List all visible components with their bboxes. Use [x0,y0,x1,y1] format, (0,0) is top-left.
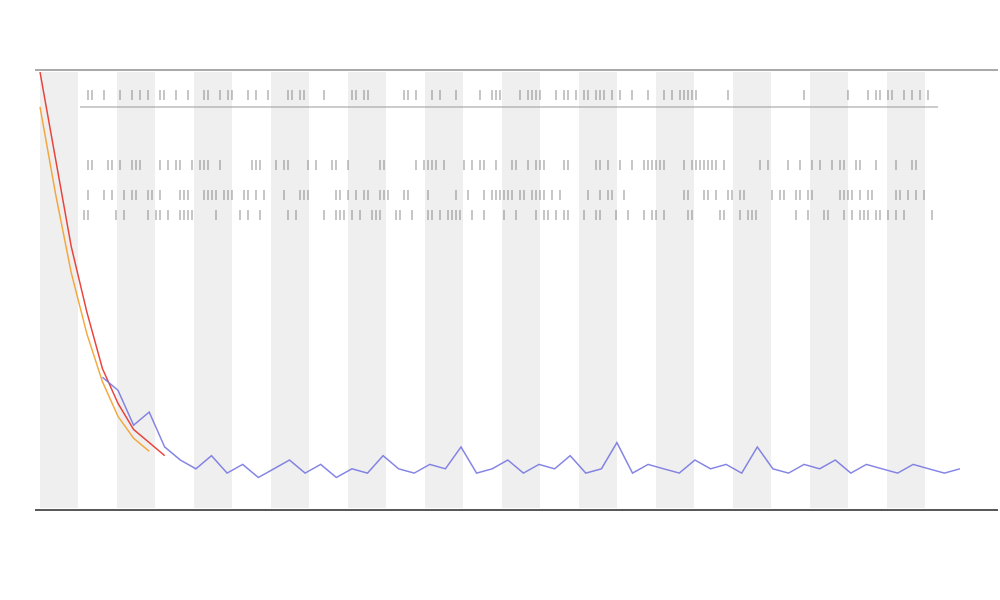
series-line [39,106,150,452]
band [502,72,540,508]
band [810,72,848,508]
band [579,72,617,508]
band [425,72,463,508]
background-bands [40,72,925,508]
band [271,72,309,508]
band [117,72,155,508]
band [348,72,386,508]
band [194,72,232,508]
tick-clusters [83,90,933,220]
band [733,72,771,508]
series-line [39,71,166,457]
band [656,72,694,508]
series-line [101,376,961,479]
band [887,72,925,508]
